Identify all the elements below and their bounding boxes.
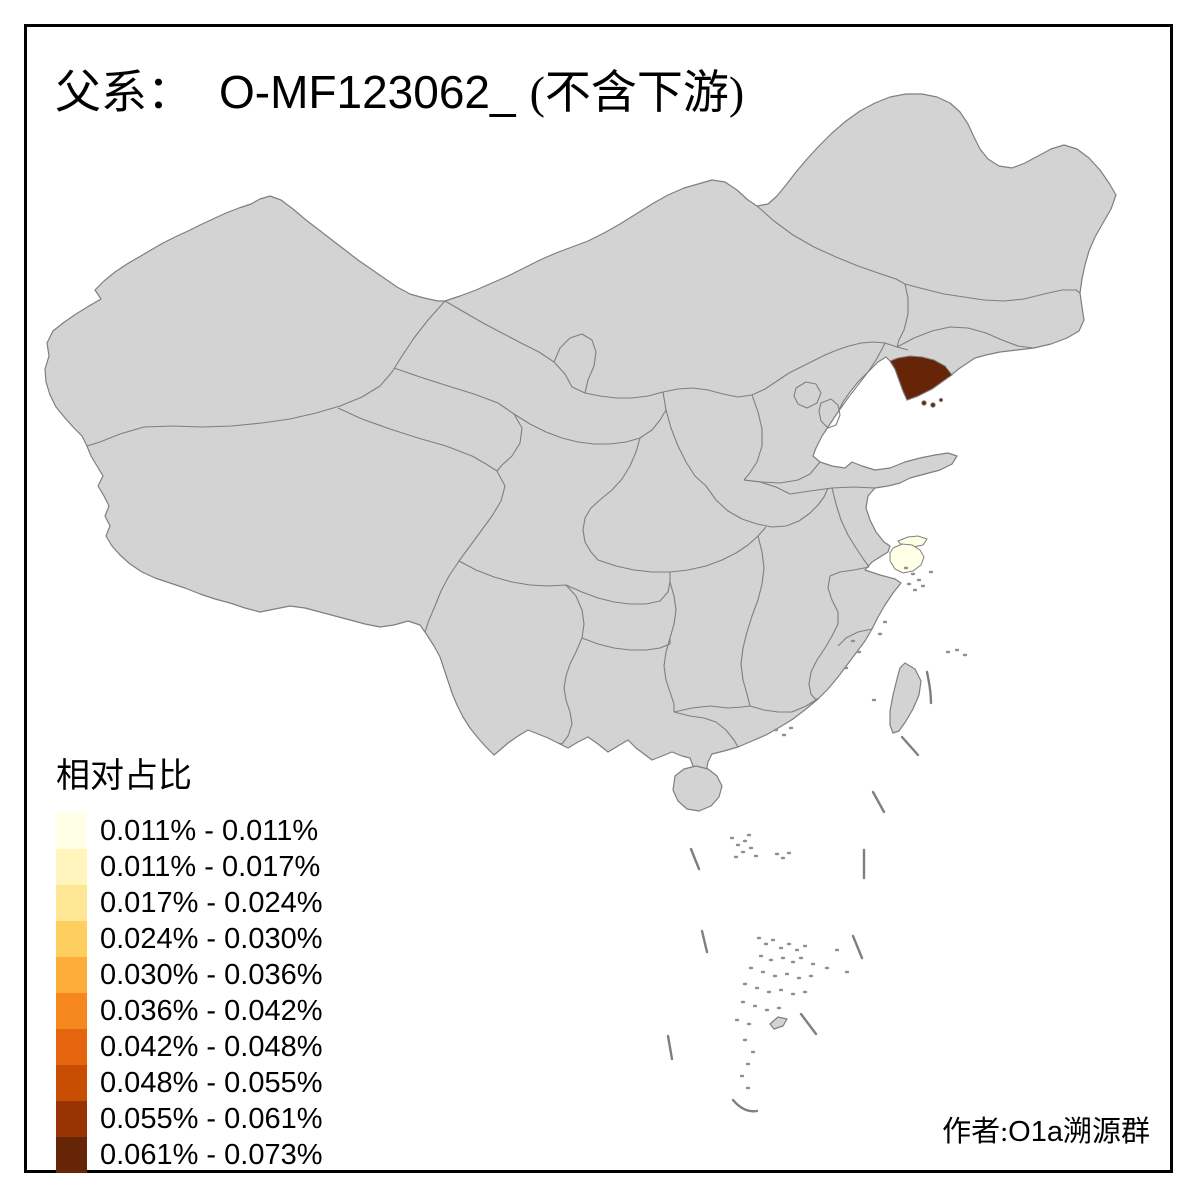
hainan-island xyxy=(672,765,723,812)
legend-row: 0.030% - 0.036% xyxy=(56,957,322,993)
legend-label: 0.011% - 0.017% xyxy=(100,850,321,883)
legend-label: 0.030% - 0.036% xyxy=(100,958,323,991)
legend-label: 0.061% - 0.073% xyxy=(100,1138,323,1171)
legend-swatch xyxy=(56,813,87,849)
legend-swatch xyxy=(56,1137,87,1173)
author-suffix: 溯源群 xyxy=(1062,1116,1150,1148)
legend-swatch xyxy=(56,849,87,885)
liaodong-dalian-region xyxy=(889,355,953,408)
author-credit: 作者:O1a溯源群 xyxy=(942,1108,1150,1150)
legend-label: 0.024% - 0.030% xyxy=(100,922,323,955)
legend-label: 0.048% - 0.055% xyxy=(100,1066,323,1099)
nansha-islet xyxy=(769,1016,788,1030)
legend-label: 0.017% - 0.024% xyxy=(100,886,323,919)
mainland-china-outline xyxy=(44,93,1117,788)
page-title: 父系： O-MF123062_ (不含下游) xyxy=(55,56,744,122)
legend-swatch xyxy=(56,1101,87,1137)
plot-frame xyxy=(24,24,1173,1173)
legend-label: 0.055% - 0.061% xyxy=(100,1102,323,1135)
legend-row: 0.011% - 0.011% xyxy=(56,813,322,849)
legend: 相对占比 0.011% - 0.011% 0.011% - 0.017% 0.0… xyxy=(56,748,322,1173)
nine-dash-line xyxy=(666,670,933,1113)
dalian-polygon xyxy=(889,355,953,401)
dalian-islet xyxy=(921,400,927,406)
legend-swatch xyxy=(56,921,87,957)
province-borders xyxy=(86,205,1081,748)
legend-row: 0.036% - 0.042% xyxy=(56,993,322,1029)
tianjin-border xyxy=(818,398,841,429)
legend-rows: 0.011% - 0.011% 0.011% - 0.017% 0.017% -… xyxy=(56,813,322,1173)
shanghai-region xyxy=(889,535,928,574)
legend-title: 相对占比 xyxy=(56,758,192,795)
legend-swatch xyxy=(56,957,87,993)
legend-label: 0.011% - 0.011% xyxy=(100,814,319,847)
legend-row: 0.061% - 0.073% xyxy=(56,1137,322,1173)
title-suffix: (不含下游) xyxy=(529,67,745,118)
author-prefix: 作者: xyxy=(942,1116,1009,1148)
legend-swatch xyxy=(56,993,87,1029)
dalian-islet xyxy=(930,402,936,408)
legend-row: 0.017% - 0.024% xyxy=(56,885,322,921)
dalian-islet xyxy=(938,397,944,403)
legend-row: 0.024% - 0.030% xyxy=(56,921,322,957)
legend-row: 0.055% - 0.061% xyxy=(56,1101,322,1137)
title-haplogroup: O-MF123062_ xyxy=(219,66,516,118)
taiwan-island xyxy=(889,662,922,734)
legend-swatch xyxy=(56,1029,87,1065)
legend-row: 0.011% - 0.017% xyxy=(56,849,322,885)
shanghai-polygon xyxy=(889,543,925,574)
legend-label: 0.042% - 0.048% xyxy=(100,1030,323,1063)
island-specks xyxy=(729,566,968,1090)
legend-row: 0.042% - 0.048% xyxy=(56,1029,322,1065)
title-prefix: 父系： xyxy=(55,67,193,118)
legend-swatch xyxy=(56,885,87,921)
legend-row: 0.048% - 0.055% xyxy=(56,1065,322,1101)
author-latin: O1a xyxy=(1008,1116,1063,1148)
beijing-border xyxy=(793,381,822,409)
legend-swatch xyxy=(56,1065,87,1101)
legend-label: 0.036% - 0.042% xyxy=(100,994,323,1027)
land-group xyxy=(44,93,1117,1030)
